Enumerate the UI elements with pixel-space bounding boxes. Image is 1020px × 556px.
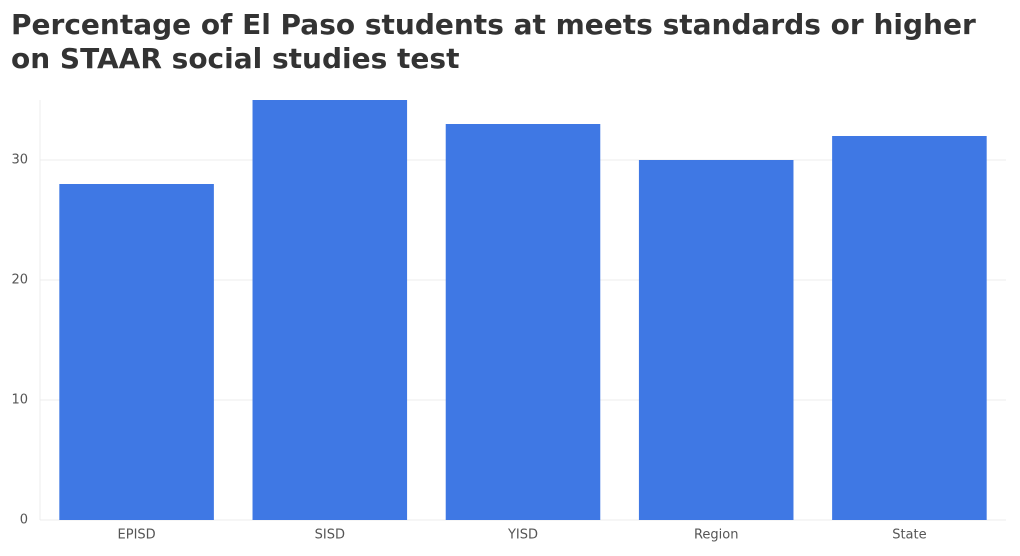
x-tick-label: Region bbox=[694, 528, 739, 543]
y-tick-label: 30 bbox=[11, 153, 28, 168]
y-tick-label: 0 bbox=[20, 513, 28, 528]
chart-title: Percentage of El Paso students at meets … bbox=[11, 8, 976, 75]
bar bbox=[638, 160, 794, 520]
bar bbox=[59, 184, 214, 520]
bar bbox=[252, 100, 408, 520]
y-tick-label: 20 bbox=[11, 273, 28, 288]
x-tick-label: EPISD bbox=[118, 528, 156, 543]
x-tick-label: YISD bbox=[507, 528, 538, 543]
bar bbox=[832, 136, 987, 520]
y-tick-label: 10 bbox=[11, 393, 28, 408]
x-tick-label: State bbox=[892, 528, 926, 543]
bar bbox=[445, 124, 601, 520]
x-tick-label: SISD bbox=[315, 528, 345, 543]
